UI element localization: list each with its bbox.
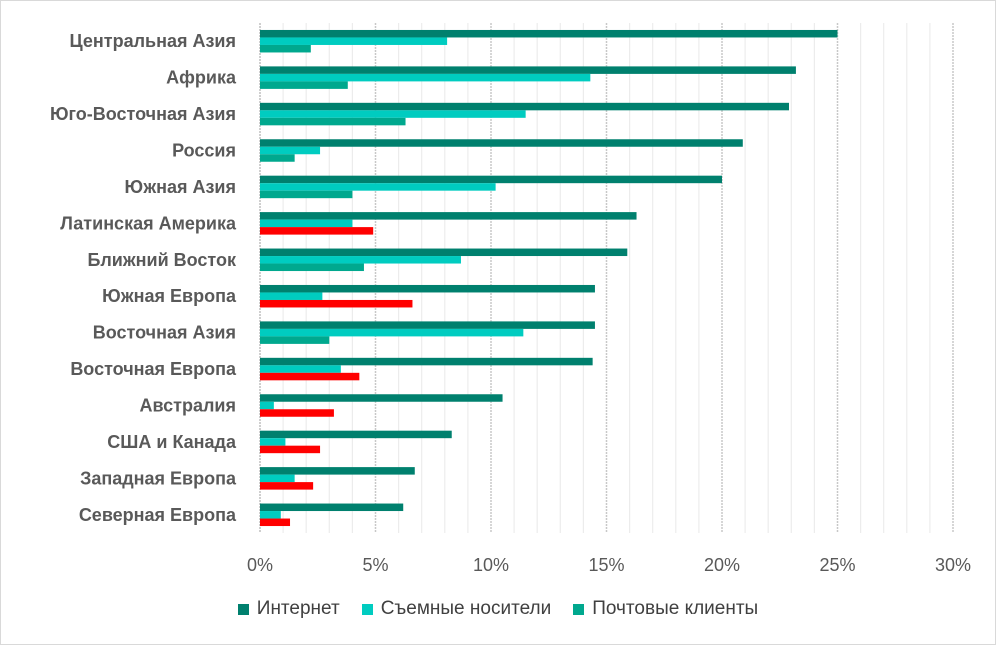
legend-label: Почтовые клиенты xyxy=(592,598,759,619)
x-tick-label: 5% xyxy=(362,555,388,575)
bar-Съемные носители xyxy=(260,365,341,373)
category-label: Россия xyxy=(172,141,236,161)
bar-Почтовые клиенты xyxy=(260,372,360,381)
bar-Съемные носители xyxy=(260,256,461,264)
bar-Интернет xyxy=(260,248,628,257)
x-tick-label: 10% xyxy=(473,555,509,575)
category-label: США и Канада xyxy=(107,432,237,452)
bar-Интернет xyxy=(260,430,452,439)
bar-Интернет xyxy=(260,284,595,293)
bar-Интернет xyxy=(260,139,743,147)
bar-Съемные носители xyxy=(260,37,448,45)
bar-Съемные носители xyxy=(260,292,323,300)
bar-Съемные носители xyxy=(260,438,286,446)
bar-Почтовые клиенты xyxy=(260,154,295,162)
bar-Съемные носители xyxy=(260,219,353,228)
category-label: Юго-Восточная Азия xyxy=(50,104,236,124)
x-tick-label: 0% xyxy=(247,555,273,575)
category-label: Восточная Азия xyxy=(93,323,236,343)
x-tick-label: 25% xyxy=(819,555,855,575)
legend-item: Почтовые клиенты xyxy=(573,598,758,620)
bar-Интернет xyxy=(260,467,415,475)
bar-Почтовые клиенты xyxy=(260,44,311,53)
legend-label: Интернет xyxy=(256,598,340,619)
bar-Интернет xyxy=(260,321,595,329)
bar-Почтовые клиенты xyxy=(260,445,321,454)
legend-swatch xyxy=(573,603,585,615)
legend-swatch xyxy=(361,603,373,615)
bar-Почтовые клиенты xyxy=(260,336,330,344)
bar-Съемные носители xyxy=(260,183,496,191)
category-label: Южная Азия xyxy=(125,177,236,197)
bar-Интернет xyxy=(260,175,722,184)
bar-Интернет xyxy=(260,66,796,74)
bar-Почтовые клиенты xyxy=(260,518,291,527)
bar-chart: Центральная Азия Африка Юго-Восточная Азия… xyxy=(50,23,971,575)
bar-Интернет xyxy=(260,212,637,220)
bar-Почтовые клиенты xyxy=(260,409,334,417)
category-label: Центральная Азия xyxy=(70,31,236,51)
category-label: Австралия xyxy=(140,396,236,416)
legend-item: Интернет xyxy=(237,598,340,620)
bar-Съемные носители xyxy=(260,401,274,410)
bar-Почтовые клиенты xyxy=(260,81,348,89)
bar-Съемные носители xyxy=(260,511,281,519)
legend-swatch xyxy=(237,603,249,615)
category-label: Латинская Америка xyxy=(60,213,237,233)
bar-Съемные носители xyxy=(260,474,295,483)
legend: Интернет Съемные носители Почтовые клиен… xyxy=(1,598,995,620)
category-label: Ближний Восток xyxy=(87,250,237,270)
bar-Почтовые клиенты xyxy=(260,482,314,490)
bar-Почтовые клиенты xyxy=(260,117,406,126)
bar-Почтовые клиенты xyxy=(260,263,364,272)
bar-Съемные носители xyxy=(260,146,321,155)
x-tick-label: 30% xyxy=(935,555,971,575)
bar-Съемные носители xyxy=(260,328,524,337)
bar-Съемные носители xyxy=(260,73,591,82)
bar-Интернет xyxy=(260,394,503,402)
category-label: Западная Европа xyxy=(80,468,237,488)
category-label: Восточная Европа xyxy=(70,359,237,379)
category-label: Южная Европа xyxy=(102,286,237,306)
x-tick-label: 15% xyxy=(588,555,624,575)
bar-Интернет xyxy=(260,357,593,366)
x-tick-label: 20% xyxy=(704,555,740,575)
bar-Интернет xyxy=(260,503,404,512)
legend-item: Съемные носители xyxy=(361,598,552,620)
bar-Интернет xyxy=(260,102,789,111)
category-label: Африка xyxy=(166,68,237,88)
bar-Интернет xyxy=(260,29,838,38)
legend-label: Съемные носители xyxy=(380,598,552,619)
bar-Почтовые клиенты xyxy=(260,190,353,199)
bar-Съемные носители xyxy=(260,110,526,118)
bar-Почтовые клиенты xyxy=(260,299,413,308)
bar-Почтовые клиенты xyxy=(260,227,374,235)
category-label: Северная Европа xyxy=(79,505,237,525)
